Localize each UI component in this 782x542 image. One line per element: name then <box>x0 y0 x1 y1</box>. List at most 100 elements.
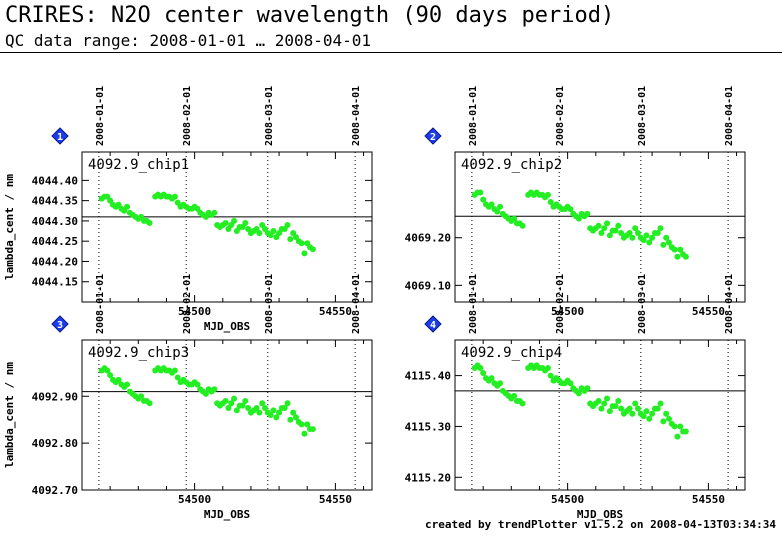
panel4-data-point <box>671 423 678 430</box>
panel2-data-point <box>567 206 574 213</box>
panel2-data-point <box>584 210 591 217</box>
panel4-data-point <box>477 364 484 371</box>
panel3-data-point <box>146 400 153 407</box>
panel4-data-point <box>646 415 653 422</box>
panel2-data-point <box>519 222 526 229</box>
panel4-data-point <box>595 398 602 405</box>
panel2-data-point <box>618 229 625 236</box>
panel2-data-point <box>547 199 554 205</box>
panel3-data-point <box>222 397 229 404</box>
panel1-data-point <box>124 203 131 210</box>
panel1-data-point <box>256 230 263 237</box>
panel4-y-tick-label: 4115.30 <box>405 420 451 433</box>
panel1-data-point <box>298 240 305 247</box>
panel4-badge-icon <box>424 315 442 333</box>
panel2-badge-number: 2 <box>430 132 436 143</box>
panel2-data-point <box>606 232 613 239</box>
panel2-x-tick-label: 54500 <box>551 305 584 318</box>
panel1-date-marker-label: 2008-04-01 <box>351 86 362 146</box>
panel3-data-point <box>281 404 288 411</box>
panel3-date-marker-label: 2008-02-01 <box>182 274 193 334</box>
panel2-data-point <box>575 215 582 222</box>
panel2-data-point <box>595 222 602 229</box>
panel4-date-marker-label: 2008-03-01 <box>637 274 648 334</box>
panel1-y-tick-label: 4044.40 <box>32 174 78 187</box>
panel1-data-point <box>284 221 291 228</box>
panel4-data-point <box>674 433 681 440</box>
panel4-data-point <box>640 413 647 420</box>
panel1-chip-label: 4092.9_chip1 <box>88 157 189 173</box>
panel3-data-point <box>245 404 252 411</box>
panel1-frame <box>81 151 373 303</box>
panel4-data-point <box>665 415 672 422</box>
panel2-data-point <box>626 229 633 236</box>
panel3-x-tick-label: 54550 <box>319 493 352 506</box>
panel1-data-point <box>222 219 229 226</box>
panel4-y-tick-label: 4115.40 <box>405 370 451 383</box>
panel3-data-point <box>301 430 308 437</box>
panel1-x-axis-label: MJD_OBS <box>204 320 250 333</box>
panel4-data-point <box>612 403 619 410</box>
panel3-data-point <box>262 404 269 411</box>
panel2-date-marker-label: 2008-03-01 <box>637 86 648 146</box>
panel3-badge-icon <box>51 315 69 333</box>
panel3-y-tick-label: 4092.90 <box>32 390 78 403</box>
panel4-chip-label: 4092.9_chip4 <box>461 345 562 361</box>
title-divider <box>0 52 782 53</box>
panel1-data-point <box>231 217 238 224</box>
panel3-data-point <box>290 409 297 416</box>
panel2-data-point <box>494 208 501 215</box>
panel4-data-point <box>632 400 639 407</box>
panel4-date-marker-label: 2008-02-01 <box>555 274 566 334</box>
panel1-y-tick-label: 4044.35 <box>32 195 78 208</box>
panel2-x-tick-label: 54550 <box>692 305 725 318</box>
panel4-data-point <box>629 410 636 417</box>
panel1-date-marker-label: 2008-02-01 <box>182 86 193 146</box>
panel2-data-point <box>544 191 551 198</box>
panel1-y-tick-label: 4044.30 <box>32 215 78 228</box>
panel3-y-tick-label: 4092.80 <box>32 437 78 450</box>
panel3-data-point <box>231 395 238 402</box>
panel4-data-point <box>677 423 684 430</box>
panel4-data-point <box>626 405 633 412</box>
panel2-data-point <box>649 234 656 241</box>
panel3-data-point <box>256 409 263 416</box>
panel2-badge-icon <box>424 127 442 145</box>
panel4-data-point <box>606 408 613 415</box>
panel1-data-point <box>287 236 294 243</box>
panel2-data-point <box>629 234 636 241</box>
panel2-data-point <box>677 246 684 253</box>
panel4-data-point <box>601 400 608 407</box>
panel1-data-point <box>309 246 316 253</box>
panel2-data-point <box>671 246 678 253</box>
panel3-data-point <box>259 400 266 407</box>
panel4-date-marker-label: 2008-04-01 <box>724 274 735 334</box>
panel2-data-point <box>657 225 664 232</box>
panel3-data-point <box>233 407 240 414</box>
panel4-data-point <box>567 380 574 387</box>
panel3-data-point <box>107 372 114 379</box>
panel2-data-point <box>635 229 642 236</box>
panel2-data-point <box>665 239 672 246</box>
panel4-badge-number: 4 <box>430 320 436 331</box>
panel1-badge-number: 1 <box>57 132 63 143</box>
panel3-y-tick-label: 4092.70 <box>32 484 78 497</box>
panel4-data-point <box>643 408 650 415</box>
panel3-badge-number: 3 <box>57 320 63 331</box>
panel2-data-point <box>598 229 605 236</box>
panel3-date-marker-label: 2008-04-01 <box>351 274 362 334</box>
panel3-y-axis-label: lambda_cent / nm <box>3 362 16 468</box>
panel4-data-point <box>511 392 518 399</box>
panel1-y-tick-label: 4044.15 <box>32 276 78 289</box>
panel4-data-point <box>584 385 591 392</box>
panel3-data-point <box>228 400 235 407</box>
panel4-data-point <box>649 410 656 417</box>
panel2-data-point <box>646 239 653 246</box>
panel2-data-point <box>612 227 619 234</box>
panel4-date-marker-label: 2008-01-01 <box>468 274 479 334</box>
panel2-data-point <box>601 225 608 232</box>
panel2-date-marker-label: 2008-01-01 <box>468 86 479 146</box>
panel3-data-point <box>171 367 178 374</box>
panel4-data-point <box>575 390 582 397</box>
panel3-frame <box>81 339 373 491</box>
